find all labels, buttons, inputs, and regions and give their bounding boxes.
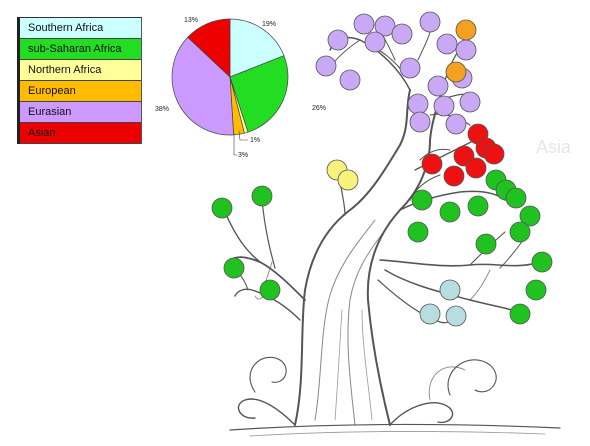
legend-item-asian: Asian — [20, 123, 141, 144]
eurasian-cluster-dot — [459, 91, 481, 113]
sub-saharan-africa-cluster-dot — [509, 303, 531, 325]
eurasian-cluster-dot — [364, 31, 386, 53]
eurasian-cluster-dot — [436, 33, 458, 55]
european-cluster-dot — [445, 61, 467, 83]
leaf-clusters — [211, 11, 553, 327]
eurasian-cluster-dot — [339, 69, 361, 91]
eurasian-cluster-dot — [353, 13, 375, 35]
eurasian-cluster-dot — [315, 55, 337, 77]
northern-africa-cluster-dot — [337, 169, 359, 191]
population-pie-chart: 19% 26% 1% 3% 38% 13% — [155, 17, 326, 159]
sub-saharan-africa-cluster-dot — [509, 221, 531, 243]
asian-cluster-dot — [483, 143, 505, 165]
pie-label-sub-saharan-africa: 26% — [312, 105, 326, 112]
legend-item-eurasian: Eurasian — [20, 102, 141, 123]
eurasian-cluster-dot — [427, 75, 449, 97]
eurasian-cluster-dot — [391, 23, 413, 45]
sub-saharan-africa-cluster-dot — [407, 221, 429, 243]
european-cluster-dot — [455, 19, 477, 41]
sub-saharan-africa-cluster-dot — [505, 187, 527, 209]
pie-slice-eurasian — [171, 36, 235, 136]
eurasian-cluster-dot — [455, 39, 477, 61]
pie-label-northern-africa: 1% — [250, 137, 260, 144]
legend: Southern Africa sub-Saharan Africa North… — [17, 17, 142, 144]
eurasian-cluster-dot — [409, 111, 431, 133]
eurasian-cluster-dot — [445, 113, 467, 135]
southern-africa-cluster-dot — [419, 303, 441, 325]
asia-watermark: Asia — [536, 137, 572, 157]
pie-label-asian: 13% — [184, 17, 198, 24]
asian-cluster-dot — [421, 153, 443, 175]
sub-saharan-africa-cluster-dot — [411, 189, 433, 211]
legend-item-northern-africa: Northern Africa — [20, 60, 141, 81]
eurasian-cluster-dot — [327, 29, 349, 51]
pie-label-european: 3% — [238, 152, 248, 159]
sub-saharan-africa-cluster-dot — [525, 279, 547, 301]
eurasian-cluster-dot — [399, 57, 421, 79]
sub-saharan-africa-cluster-dot — [223, 257, 245, 279]
southern-africa-cluster-dot — [445, 305, 467, 327]
eurasian-cluster-dot — [407, 93, 429, 115]
sub-saharan-africa-cluster-dot — [475, 233, 497, 255]
eurasian-cluster-dot — [419, 11, 441, 33]
asian-cluster-dot — [443, 165, 465, 187]
sub-saharan-africa-cluster-dot — [259, 279, 281, 301]
sub-saharan-africa-cluster-dot — [439, 201, 461, 223]
asian-cluster-dot — [465, 157, 487, 179]
legend-item-southern-africa: Southern Africa — [20, 18, 141, 39]
legend-item-european: European — [20, 81, 141, 102]
southern-africa-cluster-dot — [439, 279, 461, 301]
pie-slice-southern-africa — [229, 18, 285, 78]
pie-slice-sub-saharan-africa — [229, 55, 289, 133]
sub-saharan-africa-cluster-dot — [211, 197, 233, 219]
legend-item-sub-saharan-africa: sub-Saharan Africa — [20, 39, 141, 60]
pie-leader-line — [233, 133, 237, 156]
sub-saharan-africa-cluster-dot — [467, 195, 489, 217]
sub-saharan-africa-cluster-dot — [531, 251, 553, 273]
pie-label-southern-africa: 19% — [262, 21, 276, 28]
pie-slice-asian — [187, 18, 231, 78]
sub-saharan-africa-cluster-dot — [519, 205, 541, 227]
eurasian-cluster-dot — [433, 95, 455, 117]
eurasian-cluster-dot — [374, 15, 396, 37]
sub-saharan-africa-cluster-dot — [251, 185, 273, 207]
pie-leader-line — [238, 130, 248, 141]
pie-label-eurasian: 38% — [155, 106, 169, 113]
